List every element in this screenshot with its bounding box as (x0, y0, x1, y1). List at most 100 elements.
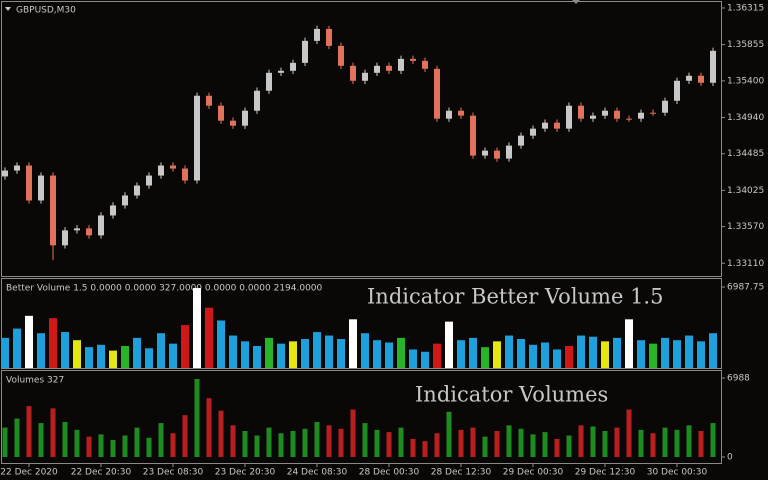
candle-body (146, 175, 152, 186)
volume-bar (1, 337, 9, 368)
volume-bar (290, 430, 296, 457)
volume-bar (506, 425, 512, 457)
volume-bar (385, 342, 393, 368)
volume-bar (650, 433, 656, 457)
candle-body (158, 165, 164, 176)
volume-bar (553, 349, 561, 368)
volume-bar (434, 433, 440, 457)
volume-bar (182, 415, 188, 457)
volume-bar (613, 337, 621, 368)
candle-body (38, 175, 44, 201)
volume-bar (50, 408, 56, 457)
volume-bar (325, 335, 333, 368)
candle-body (326, 28, 332, 46)
volume-bar (122, 435, 128, 457)
volume-bar (698, 430, 704, 457)
candle-body (566, 105, 572, 129)
volume-bar (133, 337, 141, 368)
volume-bar (205, 307, 213, 368)
volume-bar (158, 423, 164, 457)
volume-bar (518, 428, 524, 457)
volume-bar (170, 433, 176, 457)
indicator-title: Volumes 327 (6, 376, 64, 386)
volume-bar (350, 409, 356, 457)
volume-bar (649, 343, 657, 368)
candle-body (554, 122, 560, 129)
volume-bar (109, 350, 117, 368)
candle-body (374, 65, 380, 73)
volume-bar (25, 315, 33, 368)
volume-bar (662, 427, 668, 457)
candle-body (314, 28, 320, 41)
volume-bar (206, 398, 212, 457)
volume-bar (601, 341, 609, 368)
volume-bar (710, 423, 716, 457)
volume-bar (134, 427, 140, 457)
candle-body (518, 135, 524, 146)
x-tick-label: 24 Dec 08:30 (287, 468, 348, 478)
volume-bar (169, 343, 177, 368)
dropdown-icon[interactable] (5, 7, 11, 11)
candle-body (242, 110, 248, 126)
volume-bar (230, 425, 236, 457)
volume-bar (229, 335, 237, 368)
candle-body (230, 120, 236, 126)
volume-bar (2, 427, 8, 457)
volume-bar (625, 319, 633, 368)
volume-bar (637, 340, 645, 368)
volumes-panel (1, 370, 722, 464)
volume-bar (13, 328, 21, 368)
candle-body (662, 100, 668, 113)
volume-bar (194, 378, 200, 457)
volume-bar (265, 337, 273, 368)
volume-bar (181, 325, 189, 368)
candle-body (434, 68, 440, 119)
candle-body (626, 118, 632, 120)
volume-bar (446, 411, 452, 457)
volume-bar (685, 335, 693, 368)
volume-bar (110, 440, 116, 457)
volume-bar (602, 430, 608, 457)
volume-bar (481, 347, 489, 368)
volume-bar (302, 428, 308, 457)
volume-bar (554, 438, 560, 457)
volume-bar (614, 427, 620, 457)
y-tick-label: 1.34940 (727, 113, 764, 123)
y-tick-label: 0 (727, 452, 733, 462)
candle-body (86, 228, 92, 236)
volume-bar (505, 335, 513, 368)
volume-bar (314, 421, 320, 457)
volume-bar (361, 333, 369, 368)
volume-bar (37, 333, 45, 368)
candle-body (674, 80, 680, 101)
candle-body (254, 90, 260, 111)
volume-bar (661, 337, 669, 368)
candle-body (542, 122, 548, 129)
x-tick-label: 29 Dec 12:30 (575, 468, 636, 478)
candle-body (62, 230, 68, 246)
volume-bar (374, 429, 380, 457)
candle-body (638, 112, 644, 119)
volume-bar (62, 421, 68, 457)
candle-body (578, 105, 584, 119)
volume-bar (157, 333, 165, 368)
volume-bar (590, 426, 596, 457)
volume-bar (217, 320, 225, 368)
volume-bar (517, 339, 525, 368)
candle-body (122, 195, 128, 206)
shift-marker (572, 0, 580, 4)
candle-body (50, 175, 56, 246)
x-tick-label: 28 Dec 12:30 (431, 468, 492, 478)
candle-body (710, 50, 716, 83)
volume-bar (97, 344, 105, 368)
volume-bar (337, 339, 345, 368)
volume-bar (409, 349, 417, 368)
volume-bar (457, 340, 465, 368)
volume-bar (278, 433, 284, 457)
volume-bar (289, 341, 297, 368)
candle-body (206, 95, 212, 106)
volume-bar (482, 436, 488, 457)
volume-bar (577, 335, 585, 368)
